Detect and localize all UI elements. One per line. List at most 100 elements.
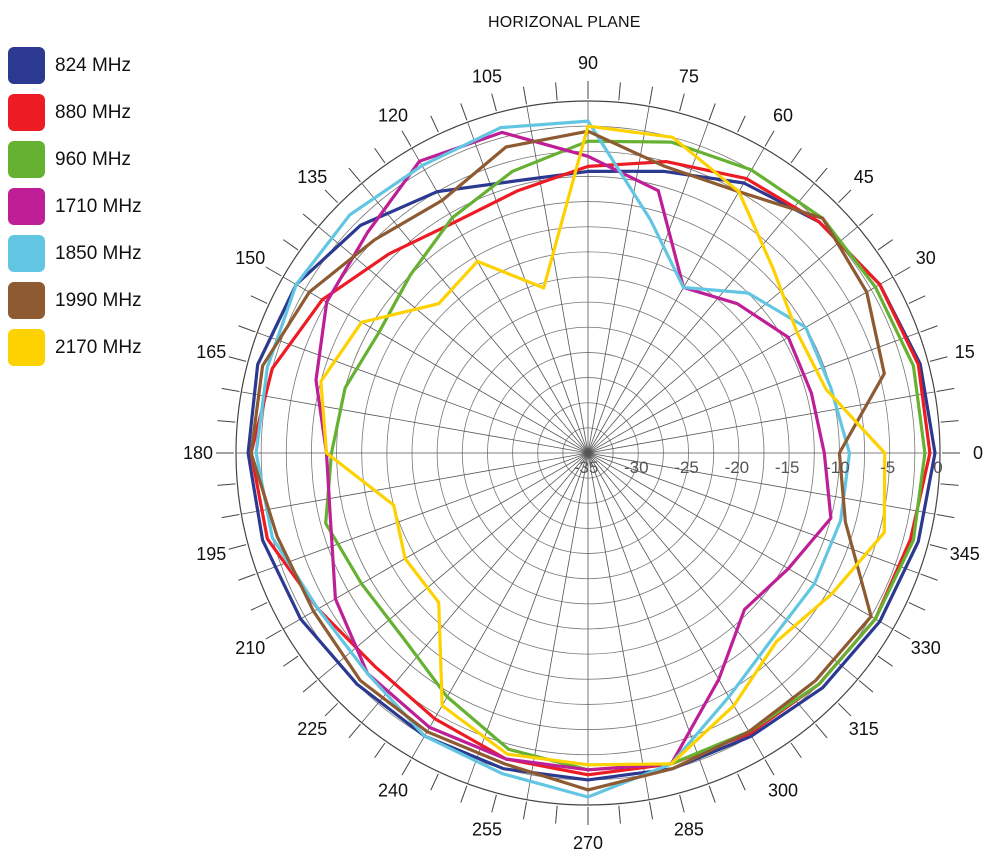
outer-tick — [764, 759, 775, 776]
outer-tick — [348, 723, 361, 739]
grid-spoke — [241, 391, 589, 454]
grid-spoke — [467, 452, 589, 784]
outer-tick — [374, 742, 386, 759]
chart-title: HORIZONAL PLANE — [488, 14, 641, 31]
angle-tick-label: 0 — [973, 443, 983, 463]
outer-tick — [790, 147, 802, 164]
outer-tick — [401, 130, 412, 147]
outer-tick — [460, 785, 468, 803]
legend-swatch — [8, 188, 45, 225]
grid-spoke — [282, 452, 589, 630]
grid-spoke — [587, 452, 894, 630]
grid-spoke — [587, 106, 650, 454]
angle-tick-label: 345 — [950, 544, 980, 564]
outer-tick — [282, 655, 299, 667]
legend-swatch — [8, 94, 45, 131]
radial-tick-label: -5 — [880, 458, 895, 477]
legend-label: 824 MHz — [55, 54, 132, 76]
outer-tick — [940, 483, 959, 486]
outer-tick — [936, 513, 955, 519]
outer-tick — [815, 167, 828, 183]
angle-tick-label: 75 — [679, 66, 699, 86]
outer-tick — [348, 167, 361, 183]
outer-tick — [877, 655, 894, 667]
outer-tick — [401, 759, 412, 776]
series-layer — [246, 119, 937, 799]
grid-spoke — [587, 276, 894, 454]
legend-item: 880 MHz — [8, 89, 142, 136]
outer-tick — [858, 213, 874, 226]
outer-tick — [790, 742, 802, 759]
legend-swatch — [8, 141, 45, 178]
grid-spoke — [411, 147, 589, 454]
outer-tick — [929, 356, 948, 362]
outer-tick — [764, 130, 775, 147]
angle-tick-label: 150 — [235, 248, 265, 268]
outer-tick — [940, 420, 959, 423]
outer-tick — [282, 239, 299, 251]
grid-spoke — [526, 106, 589, 454]
outer-tick — [679, 93, 685, 112]
legend-swatch — [8, 329, 45, 366]
outer-tick — [217, 483, 236, 486]
outer-tick — [894, 266, 911, 277]
outer-tick — [894, 629, 911, 640]
outer-tick — [920, 325, 938, 333]
grid-spoke — [587, 183, 815, 454]
outer-tick — [324, 189, 339, 204]
legend: 824 MHz 880 MHz 960 MHz 1710 MHz 1850 MHz 199… — [8, 42, 142, 371]
grid-spoke — [318, 226, 589, 454]
outer-tick — [228, 544, 247, 550]
grid-spoke — [587, 332, 919, 454]
outer-tick — [837, 702, 852, 717]
legend-item: 1850 MHz — [8, 230, 142, 277]
angle-tick-label: 255 — [472, 820, 502, 840]
outer-tick — [877, 239, 894, 251]
angle-tick-label: 165 — [196, 342, 226, 362]
outer-tick — [238, 573, 256, 581]
grid-spoke — [361, 183, 589, 454]
outer-tick — [430, 115, 439, 133]
radial-tick-label: -15 — [775, 458, 800, 477]
angle-tick-label: 330 — [911, 638, 941, 658]
radial-tick-label: 0 — [933, 458, 942, 477]
legend-label: 960 MHz — [55, 148, 132, 170]
tick-labels: 0 15 30 45 60 75 90 105 120 135 150 165 180 195 210 225… — [183, 53, 983, 853]
outer-tick — [265, 266, 282, 277]
outer-tick — [522, 801, 528, 820]
outer-tick — [460, 103, 468, 121]
outer-tick — [221, 387, 240, 393]
angle-tick-label: 285 — [674, 820, 704, 840]
angle-tick-label: 210 — [235, 638, 265, 658]
legend-label: 1850 MHz — [55, 242, 142, 264]
legend-item: 1990 MHz — [8, 277, 142, 324]
grid-spoke — [587, 452, 858, 680]
outer-tick — [920, 573, 938, 581]
legend-label: 2170 MHz — [55, 336, 142, 358]
outer-tick — [618, 805, 621, 824]
angle-tick-label: 135 — [297, 167, 327, 187]
angle-tick-label: 270 — [573, 833, 603, 853]
outer-tick — [648, 801, 654, 820]
grid-spoke — [257, 452, 589, 574]
outer-tick — [221, 513, 240, 519]
outer-tick — [708, 785, 716, 803]
legend-swatch — [8, 235, 45, 272]
radial-tick-label: -30 — [624, 458, 649, 477]
radial-tick-label: -25 — [674, 458, 699, 477]
angle-tick-label: 180 — [183, 443, 213, 463]
grid-spoke — [282, 276, 589, 454]
outer-tick — [555, 82, 558, 101]
angle-tick-label: 240 — [378, 781, 408, 801]
outer-tick — [491, 93, 497, 112]
angle-tick-label: 195 — [196, 544, 226, 564]
legend-swatch — [8, 282, 45, 319]
outer-tick — [908, 602, 926, 611]
grid-spoke — [318, 452, 589, 680]
angle-tick-label: 60 — [773, 105, 793, 125]
outer-tick — [302, 680, 318, 693]
legend-item: 2170 MHz — [8, 324, 142, 371]
outer-tick — [708, 103, 716, 121]
legend-item: 960 MHz — [8, 136, 142, 183]
grid-spoke — [241, 452, 589, 515]
